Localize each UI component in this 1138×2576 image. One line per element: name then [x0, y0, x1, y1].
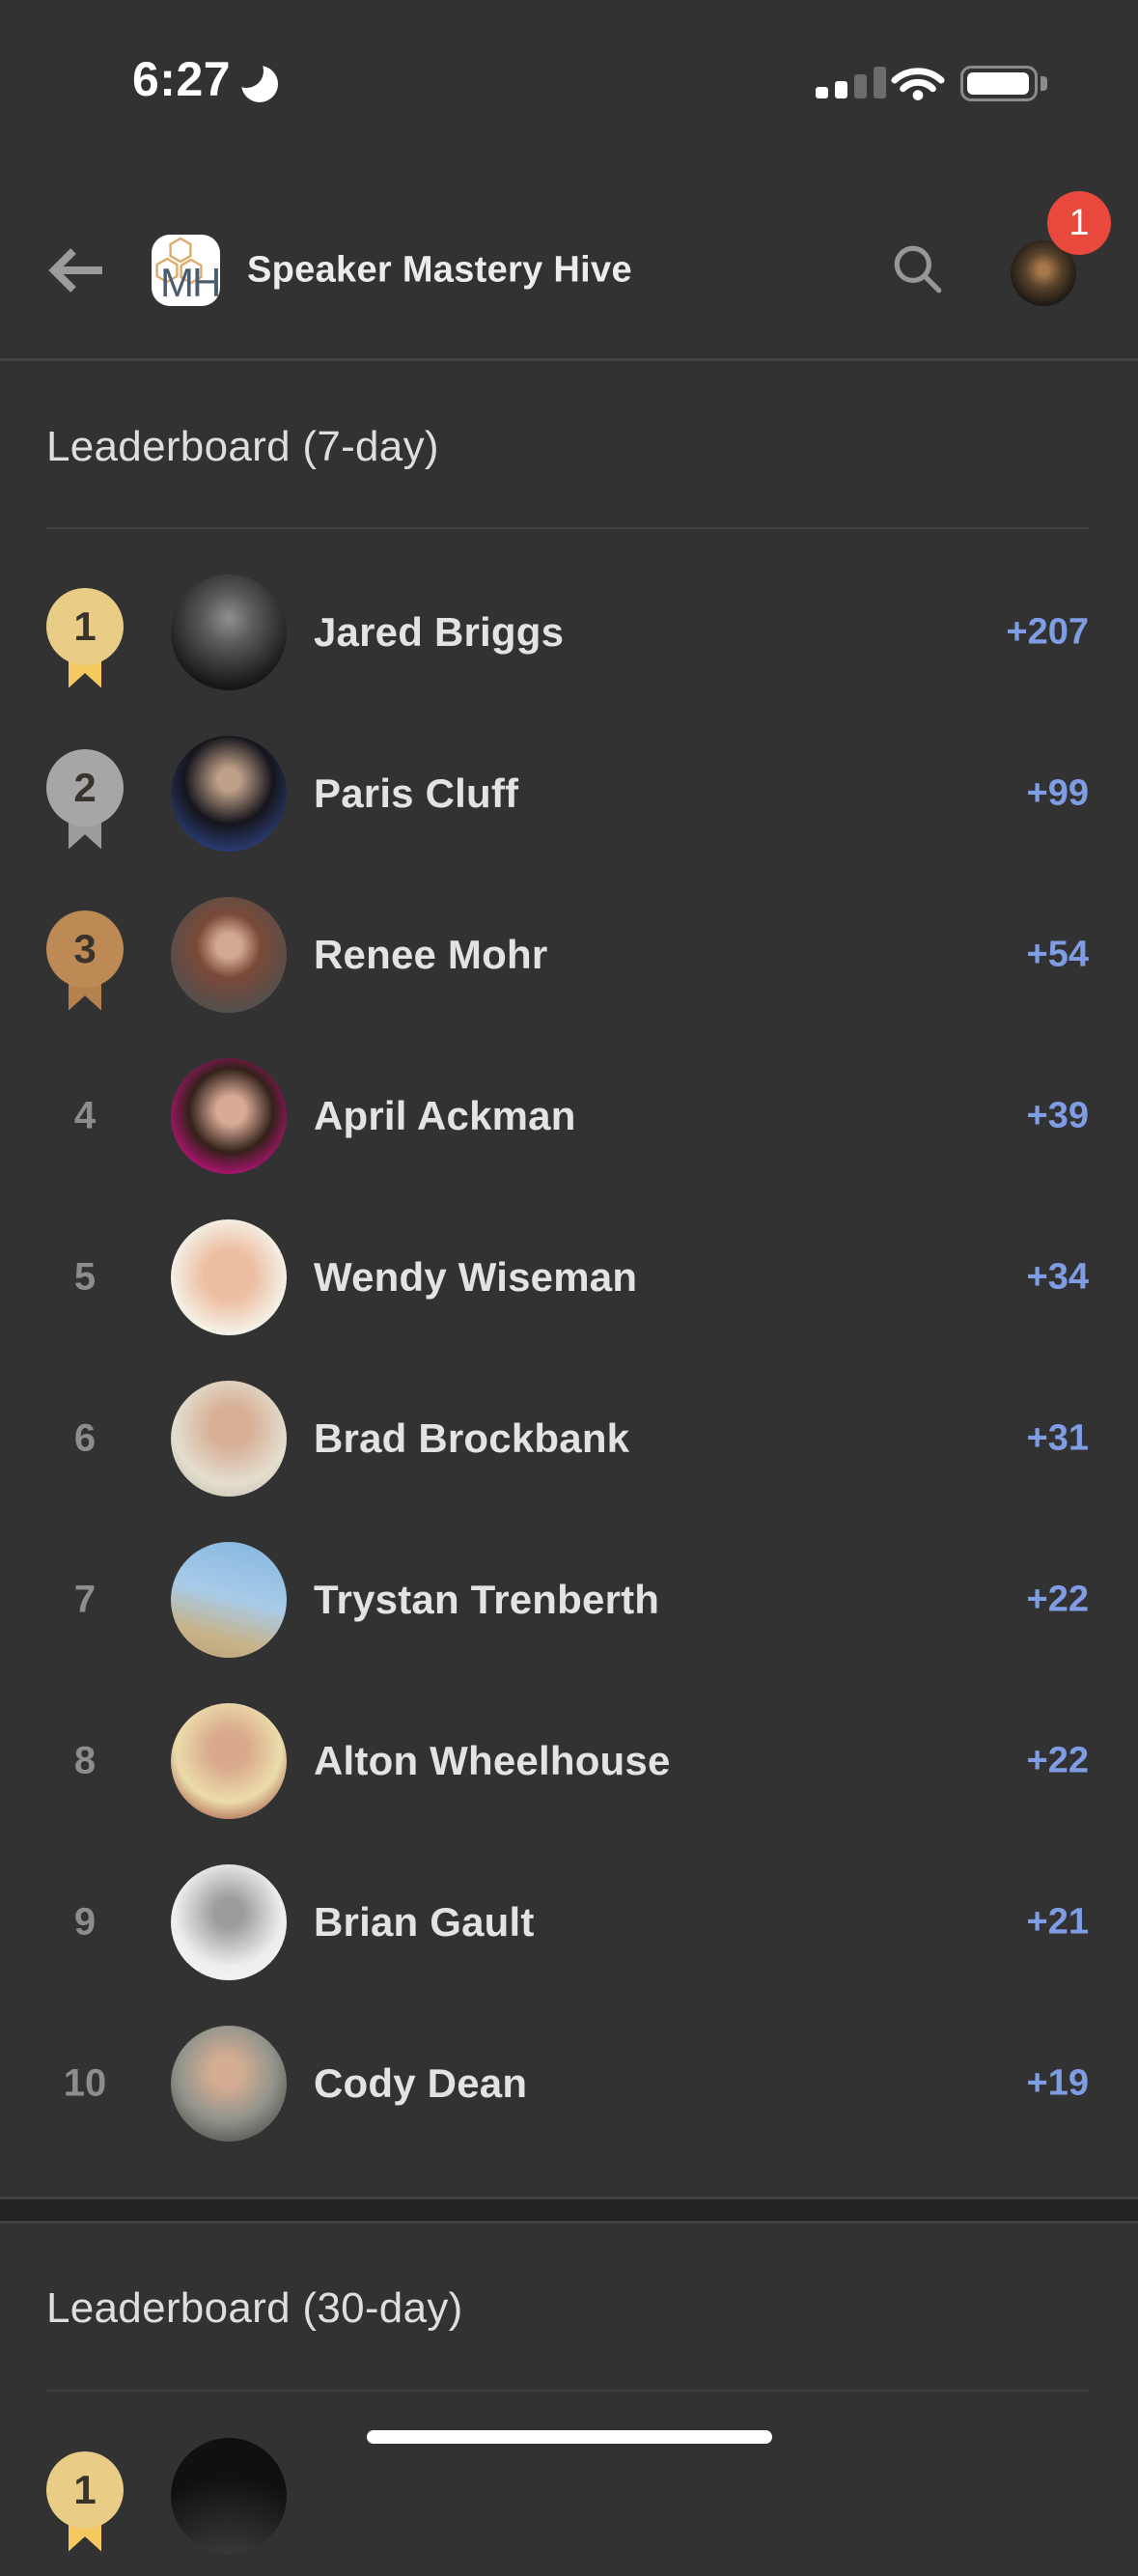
medal-badge: 2: [46, 748, 124, 850]
leaderboard-row[interactable]: 7 Trystan Trenberth +22: [0, 1519, 1138, 1680]
member-avatar: [171, 1057, 287, 1174]
member-name: Brian Gault: [314, 1898, 535, 1945]
home-indicator[interactable]: [367, 2430, 772, 2444]
rank-number: 5: [73, 1255, 97, 1298]
medal-badge: 1: [46, 2450, 124, 2552]
section-gap: [0, 2197, 1138, 2224]
member-name: Alton Wheelhouse: [314, 1737, 671, 1783]
hexagon-icon: [155, 257, 179, 284]
member-name: Trystan Trenberth: [314, 1576, 660, 1622]
member-score: +39: [1026, 1095, 1089, 1135]
section-divider: [46, 2390, 1089, 2392]
member-score: +22: [1026, 1740, 1089, 1780]
member-score: +21: [1026, 1901, 1089, 1942]
rank-number: 10: [63, 2061, 107, 2104]
battery-nub: [1041, 76, 1047, 91]
member-avatar: [171, 1541, 287, 1658]
leaderboard-7day-title: Leaderboard (7-day): [46, 423, 439, 470]
leaderboard-row[interactable]: 8 Alton Wheelhouse +22: [0, 1680, 1138, 1841]
member-avatar: [171, 1218, 287, 1335]
leaderboard-row[interactable]: 5 Wendy Wiseman +34: [0, 1196, 1138, 1358]
member-name: Renee Mohr: [314, 931, 548, 977]
member-name: Cody Dean: [314, 2059, 528, 2106]
member-avatar: [171, 1380, 287, 1497]
search-icon[interactable]: [890, 241, 946, 297]
wifi-icon: [891, 68, 945, 100]
header-divider: [0, 358, 1138, 361]
member-score: +31: [1026, 1417, 1089, 1458]
leaderboard-30day-title: Leaderboard (30-day): [46, 2284, 463, 2332]
focus-moon-icon: [230, 54, 278, 102]
medal-rank: 1: [46, 587, 124, 665]
rank-number: 4: [73, 1094, 97, 1136]
medal-badge: 1: [46, 587, 124, 688]
member-name: Brad Brockbank: [314, 1414, 630, 1461]
member-avatar: [171, 735, 287, 852]
app-screen: 6:27 MH Speaker Mastery Hive: [0, 52, 1138, 2554]
cellular-signal-icon: [816, 67, 886, 98]
member-score: +54: [1026, 934, 1089, 974]
leaderboard-row[interactable]: 3 Renee Mohr +54: [0, 874, 1138, 1035]
community-title: Speaker Mastery Hive: [247, 249, 632, 291]
member-avatar: [171, 574, 287, 690]
leaderboard-row[interactable]: 1 Jared Briggs +207: [0, 551, 1138, 713]
member-name: April Ackman: [314, 1092, 576, 1138]
leaderboard-row[interactable]: 10 Cody Dean +19: [0, 2002, 1138, 2164]
status-time: 6:27: [132, 52, 232, 106]
leaderboard-row[interactable]: 6 Brad Brockbank +31: [0, 1358, 1138, 1519]
member-name: Jared Briggs: [314, 608, 565, 655]
member-name: Paris Cluff: [314, 770, 519, 816]
hexagon-icon: [180, 258, 203, 285]
notification-badge: 1: [1047, 191, 1111, 255]
community-monogram: MH: [160, 260, 219, 305]
member-score: +207: [1006, 611, 1089, 652]
battery-icon: [960, 66, 1038, 101]
section-divider: [46, 527, 1089, 529]
back-button[interactable]: [48, 243, 106, 297]
medal-rank: 2: [46, 748, 124, 826]
medal-rank: 1: [46, 2450, 124, 2529]
rank-number: 6: [73, 1416, 97, 1459]
member-avatar: [171, 2437, 287, 2554]
leaderboard-row[interactable]: 9 Brian Gault +21: [0, 1841, 1138, 2002]
rank-number: 8: [73, 1739, 97, 1781]
rank-number: 9: [73, 1900, 97, 1943]
medal-badge: 3: [46, 910, 124, 1011]
member-score: +19: [1026, 2062, 1089, 2103]
leaderboard-row[interactable]: 4 April Ackman +39: [0, 1035, 1138, 1196]
community-icon[interactable]: MH: [152, 235, 220, 306]
hexagon-icon: [169, 237, 192, 264]
member-name: Wendy Wiseman: [314, 1253, 638, 1300]
member-avatar: [171, 896, 287, 1013]
member-avatar: [171, 1863, 287, 1980]
member-score: +34: [1026, 1256, 1089, 1297]
leaderboard-row[interactable]: 2 Paris Cluff +99: [0, 713, 1138, 874]
member-score: +99: [1026, 772, 1089, 813]
medal-rank: 3: [46, 910, 124, 988]
rank-number: 7: [73, 1578, 97, 1620]
leaderboard-7day-list: 1 Jared Briggs +207 2 Paris Cluff +99 3 …: [0, 551, 1138, 2164]
member-avatar: [171, 2025, 287, 2142]
member-avatar: [171, 1702, 287, 1819]
member-score: +22: [1026, 1579, 1089, 1619]
